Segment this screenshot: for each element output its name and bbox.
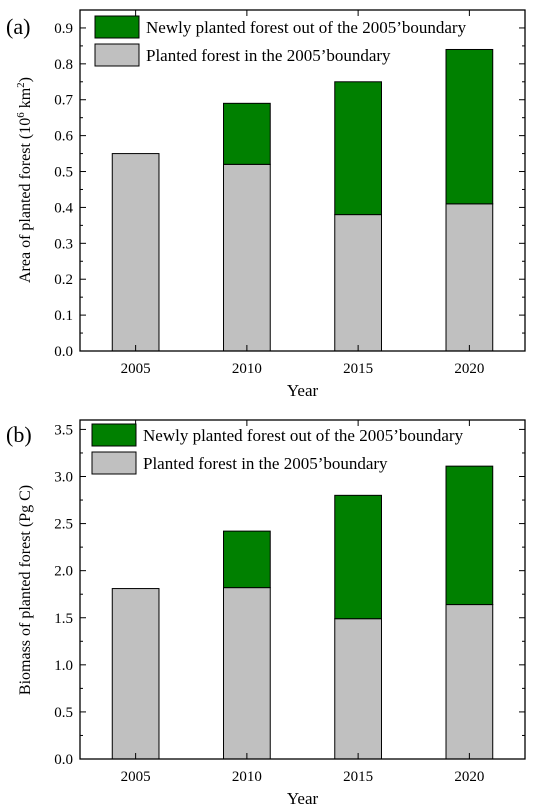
panel-b-bar-existing-2015 bbox=[334, 618, 382, 760]
panel-b-y-tick-label: 1.5 bbox=[54, 611, 73, 627]
panel-a-x-tick-label-2015: 2015 bbox=[343, 361, 373, 377]
legend-label-new-forest: Newly planted forest out of the 2005’bou… bbox=[146, 18, 467, 37]
panel-b-y-tick-label: 1.0 bbox=[54, 658, 73, 674]
panel-b-x-tick-label-2020: 2020 bbox=[454, 769, 484, 785]
panel-a-y-tick-label: 0.0 bbox=[54, 344, 73, 360]
panel-b-x-tick-label-2005: 2005 bbox=[121, 769, 151, 785]
legend-swatch-new-forest bbox=[91, 423, 137, 447]
panel-a-x-tick-label-2020: 2020 bbox=[454, 361, 484, 377]
panel-a-x-axis-title: Year bbox=[287, 381, 319, 400]
panel-a-x-tick-label-2010: 2010 bbox=[232, 361, 262, 377]
panel-a-y-tick-label: 0.1 bbox=[54, 308, 73, 324]
legend-label-existing-forest: Planted forest in the 2005’boundary bbox=[146, 46, 391, 65]
panel-b-y-tick-label: 2.0 bbox=[54, 564, 73, 580]
panel-a-axes: 0.0 0.1 0.2 0.3 0.4 0.5 0.6 0.7 0.8 0.9 2005 2010 20… bbox=[54, 10, 525, 377]
panel-a-y-tick-label: 0.3 bbox=[54, 236, 73, 252]
panel-a-x-tick-label-2005: 2005 bbox=[121, 361, 151, 377]
panel-a-y-tick-label: 0.8 bbox=[54, 57, 73, 73]
panel-a-y-axis-title: Area of planted forest (106 km2) bbox=[15, 77, 34, 283]
panel-a-bar-existing-2015 bbox=[334, 214, 382, 352]
legend-swatch-existing-forest bbox=[91, 451, 137, 475]
panel-b-y-tick-label: 3.5 bbox=[54, 422, 73, 438]
panel-a-plot-frame bbox=[79, 9, 526, 352]
panel-b-y-tick-label: 3.0 bbox=[54, 470, 73, 486]
legend-label-new-forest: Newly planted forest out of the 2005’bou… bbox=[143, 426, 464, 445]
panel-a-bar-existing-2005 bbox=[111, 153, 160, 352]
panel-b-bar-existing-2010 bbox=[223, 587, 271, 760]
panel-a-y-tick-label: 0.5 bbox=[54, 165, 73, 181]
panel-a-bars bbox=[111, 48, 494, 352]
panel-a-y-tick-label: 0.2 bbox=[54, 272, 73, 288]
panel-a-y-tick-label: 0.7 bbox=[54, 93, 73, 109]
panel-a-y-tick-label: 0.6 bbox=[54, 129, 73, 145]
panel-a-bar-new-2010 bbox=[223, 102, 271, 165]
panel-b-bar-new-2020 bbox=[445, 465, 494, 606]
panel-a-bar-new-2015 bbox=[334, 81, 382, 216]
panel-b-axes: 0.0 0.5 1.0 1.5 2.0 2.5 3.0 3.5 2005 2010 2015 2020 bbox=[54, 420, 525, 785]
panel-b-label: (b) bbox=[6, 422, 32, 447]
panel-b-y-tick-label: 2.5 bbox=[54, 517, 73, 533]
panel-b-bar-new-2010 bbox=[223, 530, 271, 589]
panel-a-bar-existing-2020 bbox=[445, 203, 494, 352]
panel-b-bars bbox=[111, 465, 494, 760]
legend-swatch-new-forest bbox=[94, 15, 140, 39]
panel-b-y-axis-title: Biomass of planted forest (Pg C) bbox=[17, 485, 34, 695]
legend-swatch-existing-forest bbox=[94, 43, 140, 67]
panel-b-plot-frame bbox=[79, 419, 526, 760]
chart-panel-a: (a) 0.0 0.1 0.2 0.3 0.4 0.5 0.6 0.7 0.8 0.9 2005 20… bbox=[6, 9, 526, 400]
panel-a-bar-new-2020 bbox=[445, 48, 494, 205]
panel-b-x-tick-label-2015: 2015 bbox=[343, 769, 373, 785]
panel-a-label: (a) bbox=[6, 14, 30, 39]
panel-b-bar-existing-2020 bbox=[445, 604, 494, 760]
panel-b-y-tick-label: 0.0 bbox=[54, 752, 73, 768]
chart-panel-b: (b) 0.0 0.5 1.0 1.5 2.0 2.5 3.0 3.5 2005 2010 2015… bbox=[6, 419, 526, 808]
panel-a-legend: Newly planted forest out of the 2005’bou… bbox=[94, 15, 467, 67]
panel-a-bar-existing-2010 bbox=[223, 163, 271, 352]
legend-label-existing-forest: Planted forest in the 2005’boundary bbox=[143, 454, 388, 473]
panel-b-bar-existing-2005 bbox=[111, 588, 160, 760]
panel-b-bar-new-2015 bbox=[334, 494, 382, 620]
panel-a-y-tick-label: 0.9 bbox=[54, 21, 73, 37]
panel-a-y-tick-label: 0.4 bbox=[54, 200, 73, 216]
panel-b-x-tick-label-2010: 2010 bbox=[232, 769, 262, 785]
panel-b-y-tick-label: 0.5 bbox=[54, 705, 73, 721]
panel-b-x-axis-title: Year bbox=[287, 789, 319, 808]
panel-b-legend: Newly planted forest out of the 2005’bou… bbox=[91, 423, 464, 475]
